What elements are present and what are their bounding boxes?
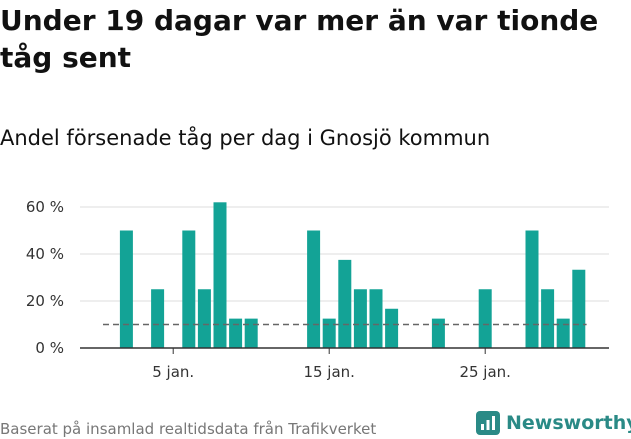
bar xyxy=(182,230,196,348)
chart-subtitle: Andel försenade tåg per dag i Gnosjö kom… xyxy=(0,126,491,150)
bar xyxy=(431,318,445,348)
x-tick-label: 5 jan. xyxy=(152,363,194,381)
source-note: Baserat på insamlad realtidsdata från Tr… xyxy=(0,420,377,438)
x-axis-ticks: 5 jan. 15 jan. 25 jan. xyxy=(152,348,511,381)
bar xyxy=(229,318,243,348)
bar xyxy=(213,202,227,348)
bar xyxy=(525,230,539,348)
bar xyxy=(478,289,492,348)
bar xyxy=(353,289,367,348)
bar xyxy=(244,318,258,348)
bar xyxy=(307,230,321,348)
bar-chart: 0 % 20 % 40 % 60 % 5 jan. 15 jan. 25 jan. xyxy=(26,198,609,381)
bar xyxy=(197,289,211,348)
bar xyxy=(541,289,555,348)
y-axis-ticks: 0 % 20 % 40 % 60 % xyxy=(26,198,64,357)
y-tick-label: 0 % xyxy=(35,339,64,357)
newsworthy-logo-icon xyxy=(476,411,500,435)
bar xyxy=(385,308,399,348)
x-tick-label: 15 jan. xyxy=(303,363,355,381)
y-tick-label: 20 % xyxy=(26,292,64,310)
bar xyxy=(338,259,352,348)
y-tick-label: 40 % xyxy=(26,245,64,263)
bar xyxy=(369,289,383,348)
bar xyxy=(572,269,586,348)
bar xyxy=(322,318,336,348)
chart-title: Under 19 dagar var mer än var tionde tåg… xyxy=(0,4,599,74)
brand-logo: Newsworthy xyxy=(476,408,631,438)
bar xyxy=(556,318,570,348)
x-tick-label: 25 jan. xyxy=(459,363,511,381)
brand-name: Newsworthy xyxy=(506,412,631,434)
bars xyxy=(119,202,586,348)
bar xyxy=(151,289,165,348)
bar xyxy=(119,230,133,348)
y-tick-label: 60 % xyxy=(26,198,64,216)
